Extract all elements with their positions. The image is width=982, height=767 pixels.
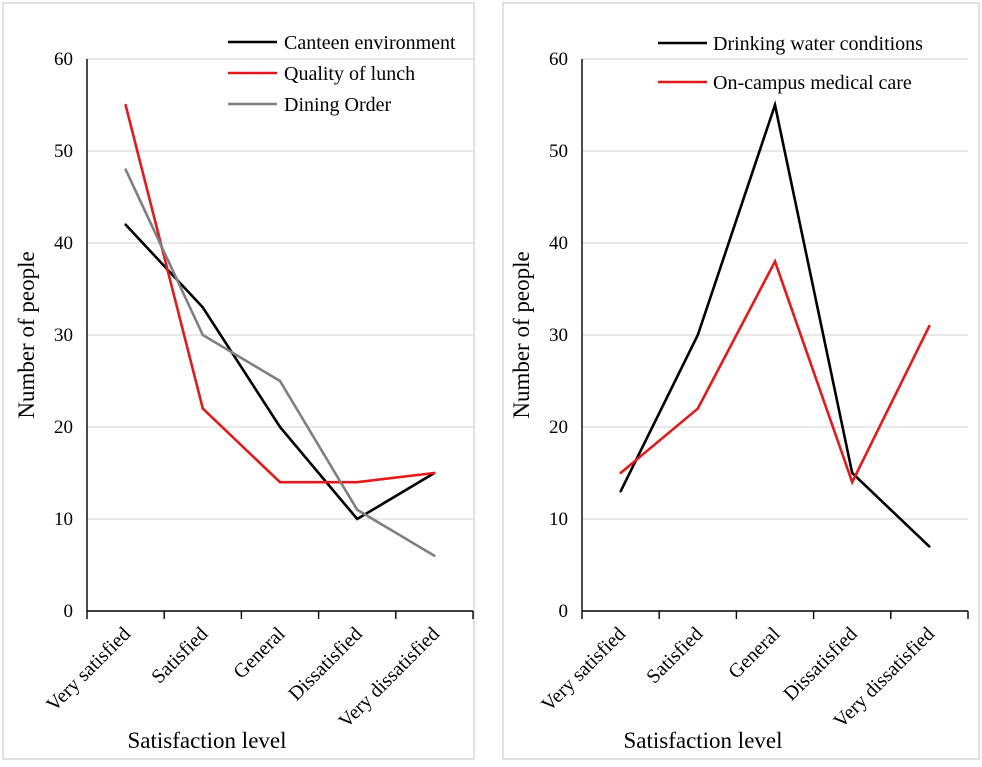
data-point bbox=[696, 407, 699, 410]
y-tick-label: 30 bbox=[54, 325, 73, 346]
y-tick-label: 60 bbox=[549, 49, 568, 70]
y-tick-label: 20 bbox=[549, 417, 568, 438]
y-tick-label: 0 bbox=[559, 601, 569, 622]
data-point bbox=[696, 333, 699, 337]
y-tick-label: 60 bbox=[54, 49, 73, 70]
data-point bbox=[201, 306, 204, 309]
panel-border bbox=[502, 2, 980, 760]
y-tick-label: 40 bbox=[549, 233, 568, 254]
y-tick-label: 20 bbox=[54, 417, 73, 438]
x-axis-title: Satisfaction level bbox=[623, 728, 782, 753]
x-tick-label: Satisfied bbox=[147, 623, 212, 688]
x-axis-title: Satisfaction level bbox=[127, 728, 286, 753]
panel-border bbox=[2, 2, 475, 760]
x-tick-label: General bbox=[229, 623, 290, 684]
y-tick-label: 50 bbox=[54, 141, 73, 162]
data-point bbox=[433, 554, 436, 557]
legend-label: On-campus medical care bbox=[713, 72, 912, 94]
data-point bbox=[773, 260, 777, 263]
y-tick-label: 50 bbox=[549, 141, 568, 162]
data-point bbox=[928, 324, 931, 327]
chart-panel-2: 0 10 20 30 40 50 60 Very satisfied Satisfied Gene… bbox=[502, 2, 980, 760]
series-line-3 bbox=[124, 168, 436, 557]
legend-label: Quality of lunch bbox=[284, 63, 415, 85]
y-tick-label: 30 bbox=[549, 325, 568, 346]
y-axis-title: Number of people bbox=[14, 251, 39, 418]
data-point bbox=[124, 168, 127, 171]
data-point bbox=[278, 379, 282, 383]
chart-panel-1: 0 10 20 30 40 50 60 Very satisfied Satisfied Gene… bbox=[2, 2, 475, 760]
data-point bbox=[773, 103, 777, 107]
x-tick-label: General bbox=[724, 623, 785, 684]
series-line-1 bbox=[619, 100, 931, 548]
legend-label: Dining Order bbox=[284, 94, 392, 116]
data-point bbox=[433, 471, 436, 475]
data-point bbox=[851, 481, 854, 484]
legend-label: Drinking water conditions bbox=[713, 33, 923, 55]
x-tick-label: Very satisfied bbox=[42, 623, 135, 716]
data-point bbox=[278, 481, 282, 484]
data-point bbox=[356, 481, 359, 484]
data-point bbox=[124, 103, 127, 107]
data-point bbox=[928, 545, 931, 548]
y-axis-title: Number of people bbox=[509, 251, 534, 418]
data-point bbox=[356, 517, 359, 521]
data-point bbox=[201, 333, 204, 337]
data-point bbox=[619, 490, 622, 493]
x-tick-label: Satisfied bbox=[642, 623, 707, 688]
series-line-2 bbox=[619, 258, 931, 486]
x-tick-label: Dissatisfied bbox=[284, 623, 366, 705]
x-tick-label: Very satisfied bbox=[537, 623, 630, 716]
data-point bbox=[851, 471, 854, 475]
y-tick-label: 40 bbox=[54, 233, 73, 254]
data-point bbox=[356, 508, 359, 511]
legend-label: Canteen environment bbox=[284, 32, 456, 54]
y-tick-label: 10 bbox=[549, 509, 568, 530]
data-point bbox=[619, 471, 622, 475]
x-tick-label: Dissatisfied bbox=[779, 623, 861, 705]
data-point bbox=[278, 425, 282, 429]
y-tick-label: 10 bbox=[54, 509, 73, 530]
y-tick-label: 0 bbox=[64, 601, 74, 622]
data-point bbox=[201, 407, 204, 410]
data-point bbox=[124, 223, 127, 226]
